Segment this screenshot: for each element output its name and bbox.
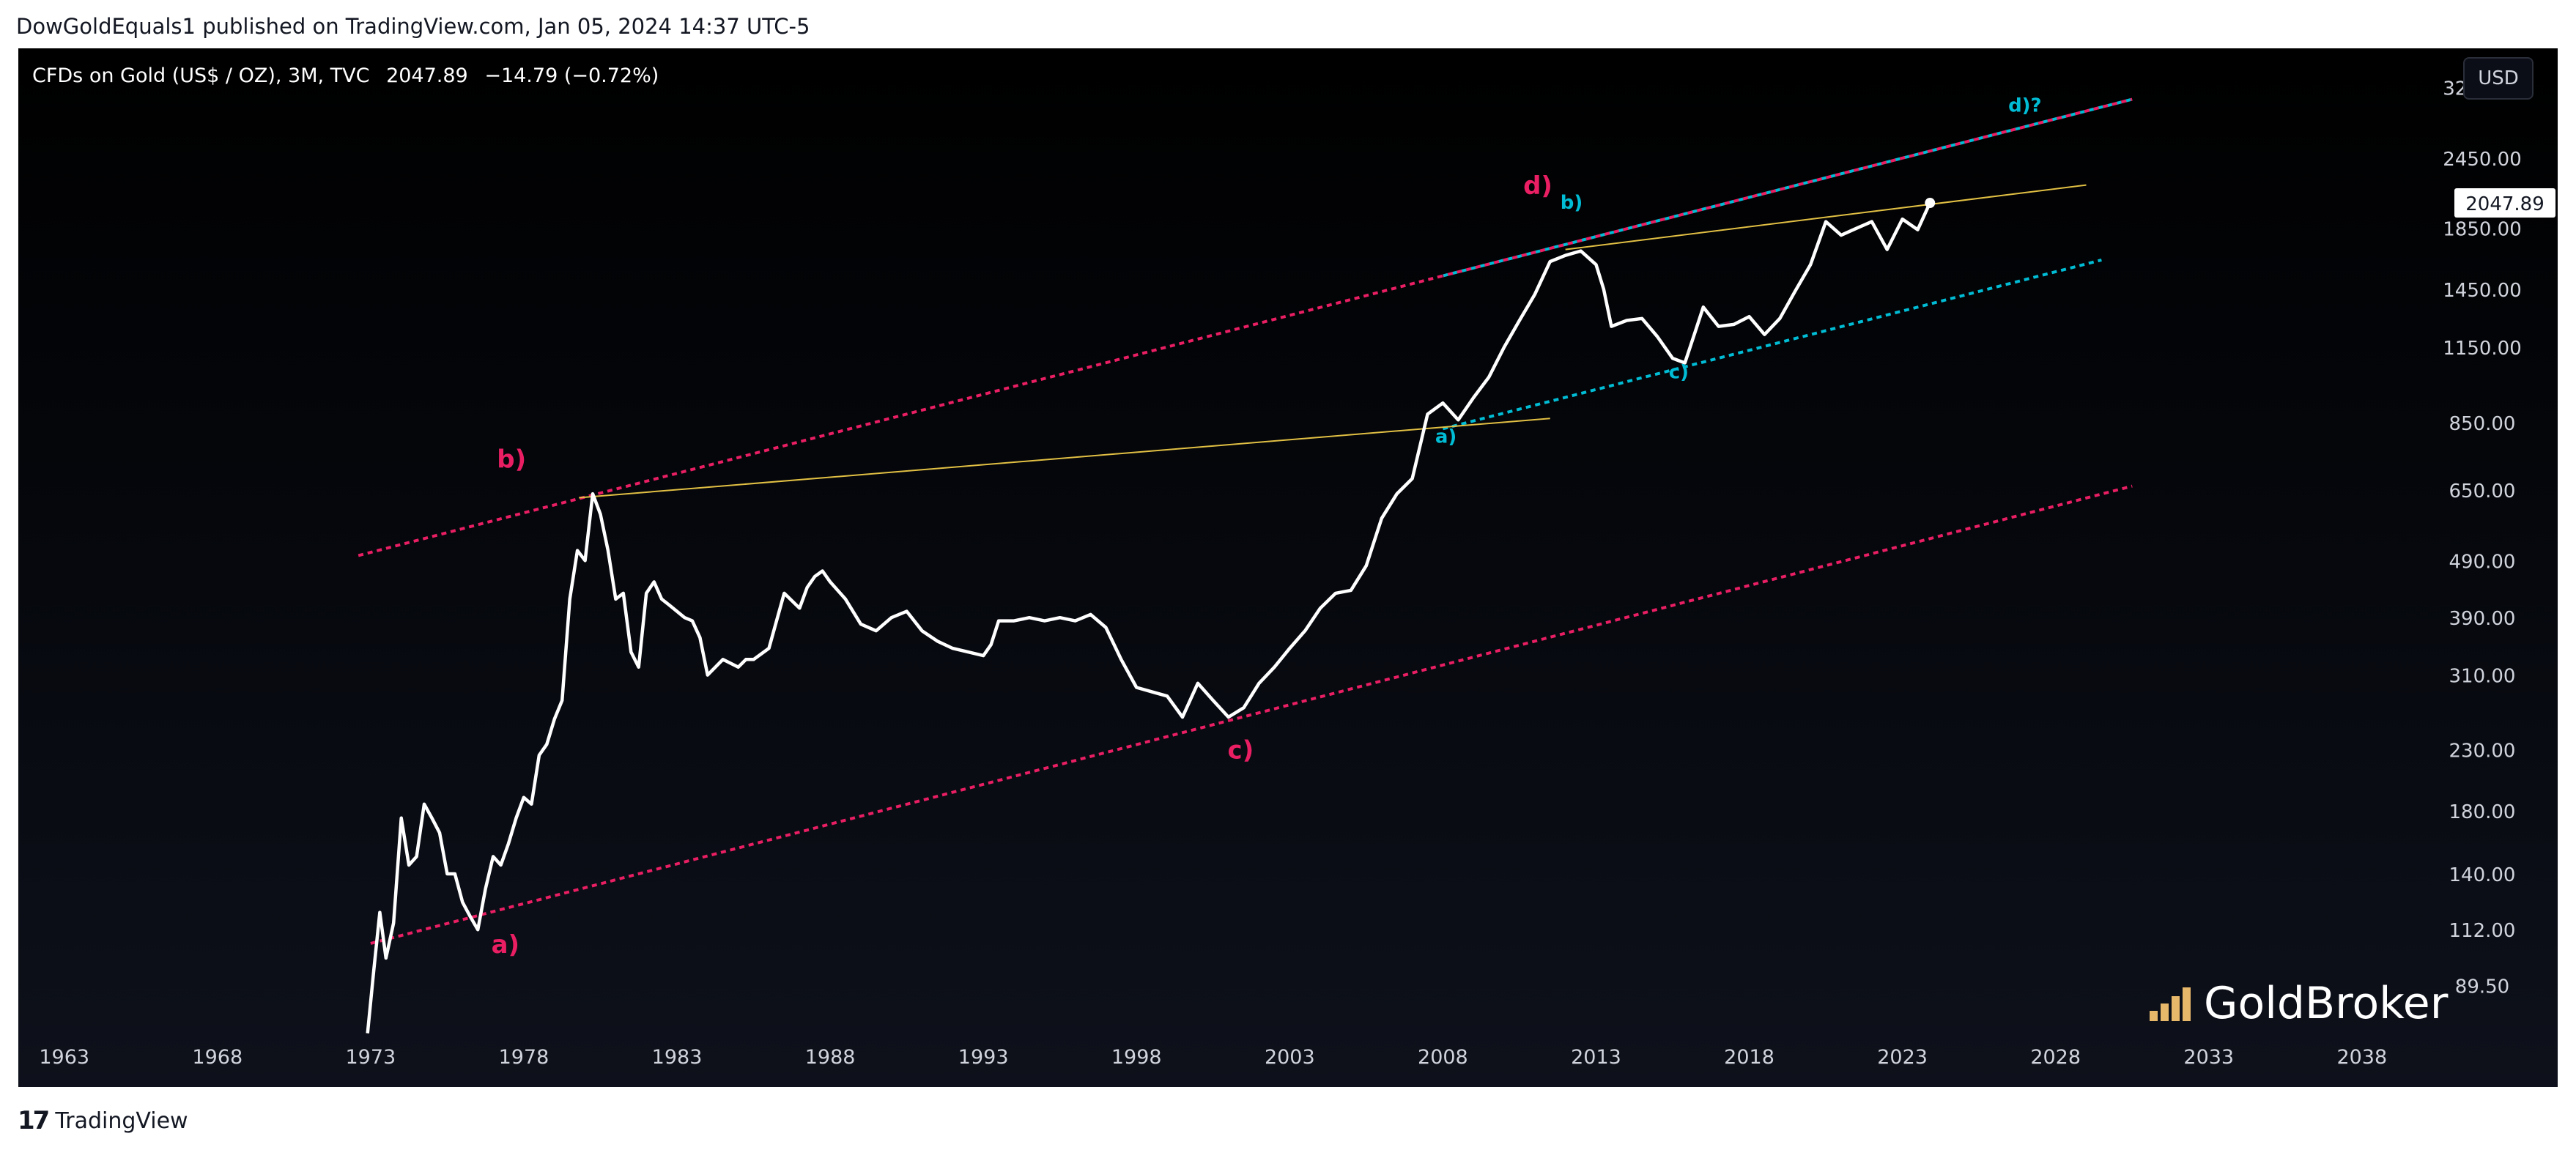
- currency-button[interactable]: USD: [2463, 57, 2534, 100]
- last-price-dot: [1925, 198, 1936, 209]
- price-tick-label: 180.00: [2449, 801, 2516, 823]
- wave-label-magenta: d): [1523, 171, 1552, 201]
- price-tick-label: 1850.00: [2443, 219, 2522, 241]
- wave-label-cyan: b): [1561, 192, 1583, 214]
- price-tick-label: 89.50: [2455, 976, 2509, 998]
- time-axis[interactable]: 1963 1968 1973 1978 1983 1988 1993 1998 2003 2008…: [39, 1046, 2387, 1069]
- price-tick-label: 310.00: [2449, 666, 2516, 688]
- price-series: [366, 198, 1936, 1034]
- time-tick-label: 1978: [499, 1046, 549, 1069]
- wave-label-magenta: a): [492, 930, 519, 960]
- price-tick-label: 140.00: [2449, 864, 2516, 886]
- wave-annotations: a) b) c) d) a) b) c) d)?: [492, 94, 2042, 960]
- wave-label-magenta: c): [1228, 736, 1254, 765]
- wave-label-cyan: a): [1435, 426, 1457, 448]
- goldbroker-watermark: GoldBroker: [2150, 974, 2448, 1033]
- wave-label-cyan: d)?: [2008, 94, 2042, 116]
- publisher-attribution: DowGoldEquals1 published on TradingView.…: [16, 14, 810, 39]
- time-tick-label: 1968: [192, 1046, 243, 1069]
- chart-pane[interactable]: [18, 48, 2558, 1087]
- time-tick-label: 2038: [2336, 1046, 2387, 1069]
- legend-price: 2047.89: [386, 64, 468, 87]
- time-tick-label: 2008: [1418, 1046, 1468, 1069]
- price-tick-label: 1150.00: [2443, 338, 2522, 360]
- time-tick-label: 2018: [1724, 1046, 1774, 1069]
- price-tick-label: 1450.00: [2443, 280, 2522, 302]
- magenta-channel-line: [370, 484, 2133, 945]
- price-tick-label: 112.00: [2449, 920, 2516, 942]
- last-price-marker: 2047.89: [2454, 188, 2555, 218]
- price-tick-label: 390.00: [2449, 608, 2516, 630]
- footer-brand-text: TradingView: [55, 1108, 188, 1134]
- last-price-label: 2047.89: [2465, 193, 2544, 215]
- legend-change: −14.79 (−0.72%): [484, 64, 659, 87]
- tradingview-logo-icon: 17: [18, 1106, 50, 1135]
- time-tick-label: 1973: [346, 1046, 396, 1069]
- wave-label-cyan: c): [1669, 362, 1689, 384]
- price-tick-label: 650.00: [2449, 481, 2516, 502]
- cyan-channel-line: [1442, 259, 2102, 431]
- last-price-box: [2454, 188, 2555, 218]
- time-tick-label: 2003: [1265, 1046, 1315, 1069]
- price-tick-label: 490.00: [2449, 551, 2516, 573]
- time-tick-label: 2023: [1877, 1046, 1928, 1069]
- watermark-text: GoldBroker: [2204, 978, 2449, 1029]
- wave-label-magenta: b): [497, 445, 526, 475]
- drawn-trendlines: [358, 97, 2133, 945]
- price-tick-label: 230.00: [2449, 741, 2516, 763]
- time-tick-label: 2028: [2030, 1046, 2081, 1069]
- magenta-channel-line: [358, 274, 1443, 557]
- legend-symbol: CFDs on Gold (US$ / OZ), 3M, TVC: [32, 64, 370, 87]
- time-tick-label: 1998: [1111, 1046, 1162, 1069]
- time-tick-label: 1963: [39, 1046, 89, 1069]
- time-tick-label: 1993: [958, 1046, 1009, 1069]
- time-tick-label: 2013: [1571, 1046, 1621, 1069]
- time-tick-label: 2033: [2183, 1046, 2234, 1069]
- time-tick-label: 1983: [652, 1046, 703, 1069]
- gold-price-line: [366, 202, 1932, 1034]
- upper-channel-line-cyan: [1442, 97, 2133, 278]
- time-tick-label: 1988: [805, 1046, 856, 1069]
- tradingview-footer[interactable]: 17 TradingView: [18, 1105, 188, 1137]
- goldbroker-logo-icon: [2150, 986, 2194, 1021]
- yellow-trendline: [1565, 184, 2087, 251]
- yellow-trendline: [579, 418, 1550, 499]
- price-tick-label: 2450.00: [2443, 149, 2522, 171]
- symbol-legend[interactable]: CFDs on Gold (US$ / OZ), 3M, TVC 2047.89…: [32, 62, 669, 91]
- price-tick-label: 850.00: [2449, 413, 2516, 435]
